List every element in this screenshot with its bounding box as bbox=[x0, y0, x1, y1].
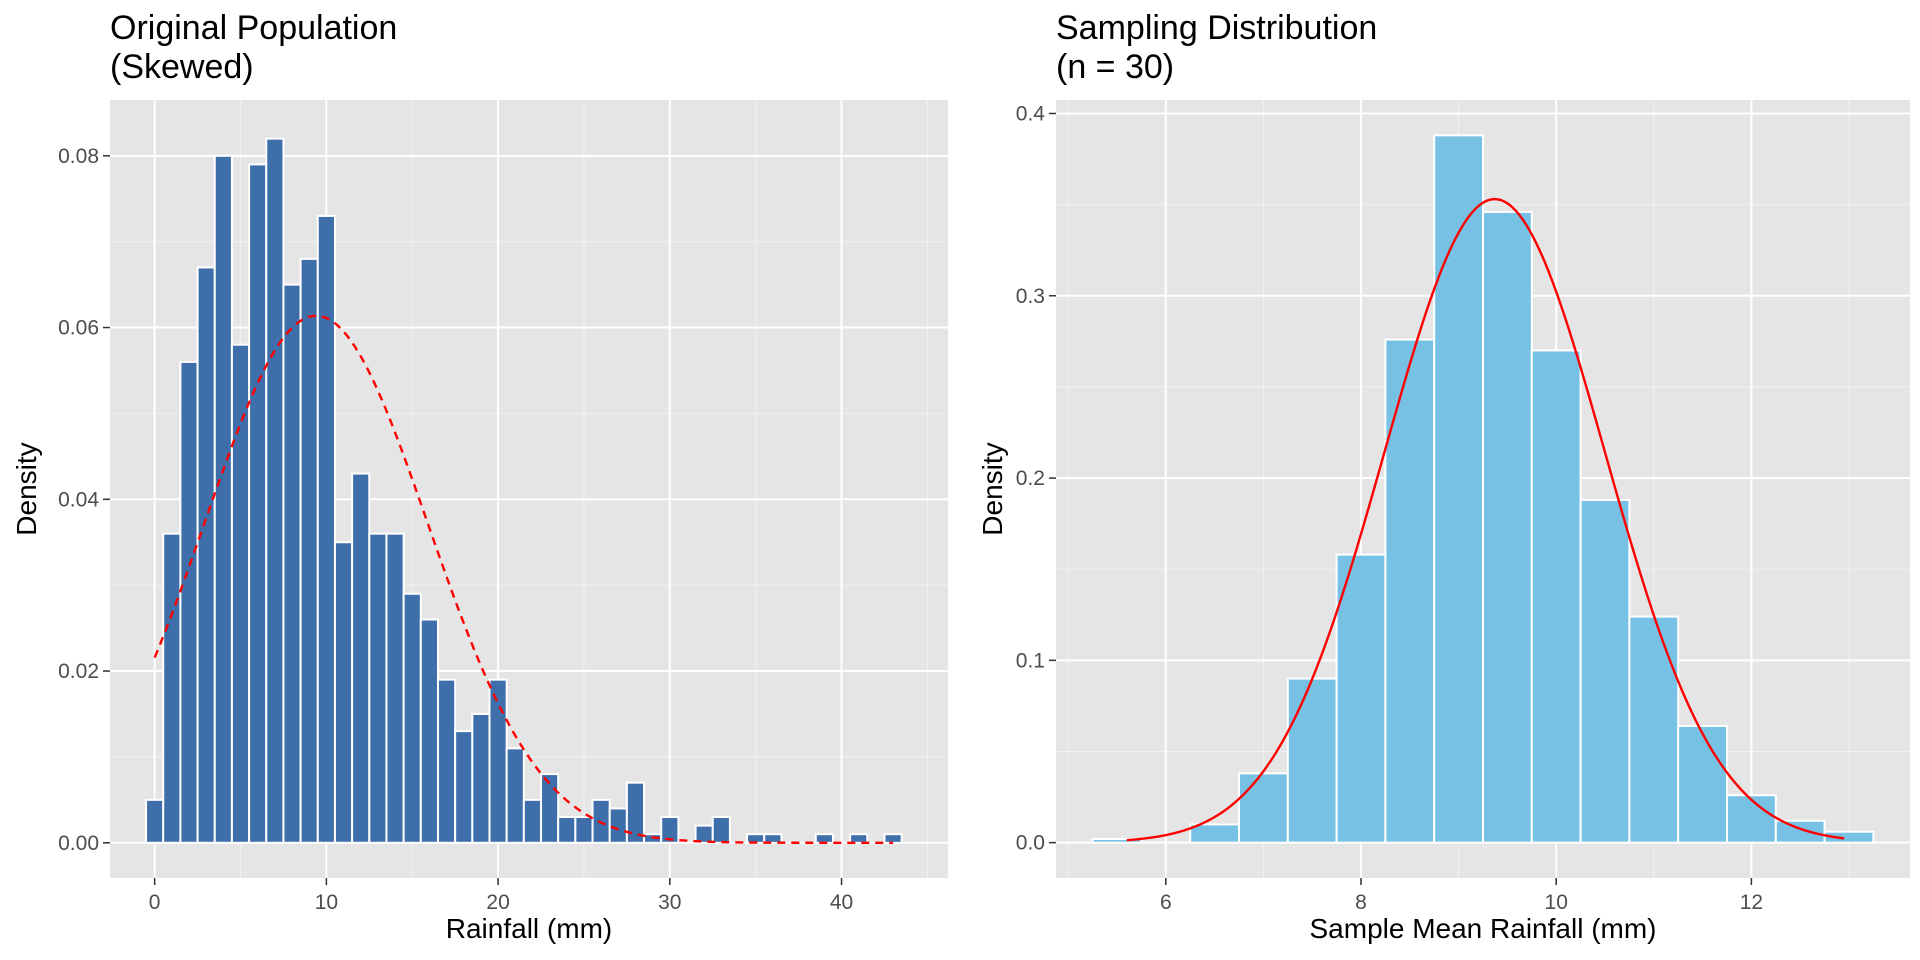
histogram-bar bbox=[402, 592, 422, 844]
y-tick-label: 0.08 bbox=[58, 145, 99, 168]
histogram-bar bbox=[1335, 553, 1387, 844]
y-tick-label: 0.00 bbox=[58, 832, 99, 855]
histogram-bar bbox=[1238, 772, 1289, 844]
histogram-bar bbox=[522, 798, 543, 844]
histogram-bar bbox=[1677, 724, 1728, 844]
histogram-bar bbox=[883, 833, 903, 844]
histogram-bar bbox=[557, 816, 577, 844]
histogram-bar bbox=[282, 283, 302, 844]
x-tick-label: 30 bbox=[658, 891, 681, 914]
histogram-bar bbox=[488, 678, 508, 844]
histogram-bar bbox=[763, 833, 783, 844]
histogram-bar bbox=[299, 257, 319, 844]
chart-left-title-line1: Original Population bbox=[110, 9, 397, 47]
histogram-bar bbox=[368, 532, 388, 844]
histogram-bar bbox=[505, 747, 525, 844]
chart-right-title-line1: Sampling Distribution bbox=[1056, 9, 1377, 47]
histogram-bar bbox=[179, 360, 199, 844]
chart-right-overlay bbox=[1126, 197, 1845, 842]
histogram-bar bbox=[1189, 823, 1240, 844]
histogram-bar bbox=[471, 712, 491, 844]
x-tick-label: 40 bbox=[830, 891, 853, 914]
chart-left-y-axis-title: Density bbox=[11, 442, 42, 535]
histogram-bar bbox=[351, 472, 371, 844]
chart-left: Original Population (Skewed) 0 10 20 30 40 0… bbox=[11, 9, 948, 944]
x-tick-label: 0 bbox=[149, 891, 161, 914]
chart-right-x-axis: 6 8 10 12 bbox=[1160, 878, 1763, 914]
histogram-bar bbox=[1726, 794, 1777, 844]
histogram-bar bbox=[1579, 498, 1631, 844]
histogram-bar bbox=[574, 816, 594, 844]
histogram-bar bbox=[454, 730, 474, 844]
y-tick-label: 0.1 bbox=[1016, 649, 1045, 672]
histogram-bar bbox=[711, 816, 731, 844]
x-tick-label: 10 bbox=[315, 891, 338, 914]
histogram-bar bbox=[1091, 837, 1143, 844]
histogram-bar bbox=[625, 781, 646, 844]
chart-right-y-axis-title: Density bbox=[977, 442, 1008, 535]
histogram-bar bbox=[849, 833, 869, 844]
histogram-bar bbox=[660, 816, 680, 844]
histogram-bar bbox=[213, 154, 233, 844]
y-tick-label: 0.06 bbox=[58, 317, 99, 340]
histogram-bar bbox=[814, 833, 834, 844]
y-tick-label: 0.4 bbox=[1016, 102, 1046, 125]
histogram-bar bbox=[608, 807, 628, 844]
chart-right-title-line2: (n = 30) bbox=[1056, 48, 1174, 86]
histogram-bar bbox=[1433, 134, 1484, 844]
histogram-bar bbox=[230, 343, 251, 844]
histogram-bar bbox=[385, 532, 405, 844]
histogram-bar bbox=[1774, 819, 1826, 844]
histogram-bar bbox=[248, 163, 268, 844]
histogram-bar bbox=[162, 532, 182, 844]
histogram-bar bbox=[1482, 210, 1533, 844]
chart-left-bars bbox=[145, 137, 903, 844]
y-tick-label: 0.3 bbox=[1016, 285, 1045, 308]
x-tick-label: 20 bbox=[486, 891, 509, 914]
histogram-bar bbox=[1628, 615, 1680, 844]
histogram-bar bbox=[436, 678, 457, 844]
histogram-bar bbox=[196, 266, 216, 844]
histogram-bar bbox=[333, 541, 354, 844]
chart-left-y-axis: 0.00 0.02 0.04 0.06 0.08 bbox=[58, 145, 110, 855]
chart-left-overlay bbox=[153, 314, 894, 844]
histogram-bar bbox=[316, 214, 336, 844]
y-tick-label: 0.04 bbox=[58, 488, 99, 511]
histogram-bar bbox=[145, 798, 165, 844]
x-tick-label: 6 bbox=[1160, 891, 1172, 914]
x-tick-label: 8 bbox=[1355, 891, 1367, 914]
histogram-bar bbox=[265, 137, 285, 844]
normal-density-curve bbox=[153, 314, 894, 844]
y-tick-label: 0.0 bbox=[1016, 832, 1045, 855]
chart-right-y-axis: 0.0 0.1 0.2 0.3 0.4 bbox=[1016, 102, 1056, 855]
chart-left-title-line2: (Skewed) bbox=[110, 48, 254, 86]
x-tick-label: 12 bbox=[1740, 891, 1763, 914]
histogram-bar bbox=[1286, 677, 1338, 844]
histogram-bar bbox=[540, 773, 560, 844]
x-tick-label: 10 bbox=[1545, 891, 1568, 914]
y-tick-label: 0.02 bbox=[58, 660, 99, 683]
histogram-bar bbox=[1530, 349, 1582, 844]
y-tick-label: 0.2 bbox=[1016, 467, 1045, 490]
histogram-bar bbox=[419, 618, 439, 844]
chart-left-x-axis-title: Rainfall (mm) bbox=[446, 913, 612, 944]
normal-density-curve bbox=[1126, 197, 1845, 842]
histogram-bar bbox=[1823, 830, 1875, 844]
chart-right-x-axis-title: Sample Mean Rainfall (mm) bbox=[1310, 913, 1657, 944]
histogram-bar bbox=[1384, 338, 1436, 844]
chart-right: Sampling Distribution (n = 30) 6 8 10 12 0.… bbox=[977, 9, 1910, 944]
chart-left-x-axis: 0 10 20 30 40 bbox=[149, 878, 853, 914]
